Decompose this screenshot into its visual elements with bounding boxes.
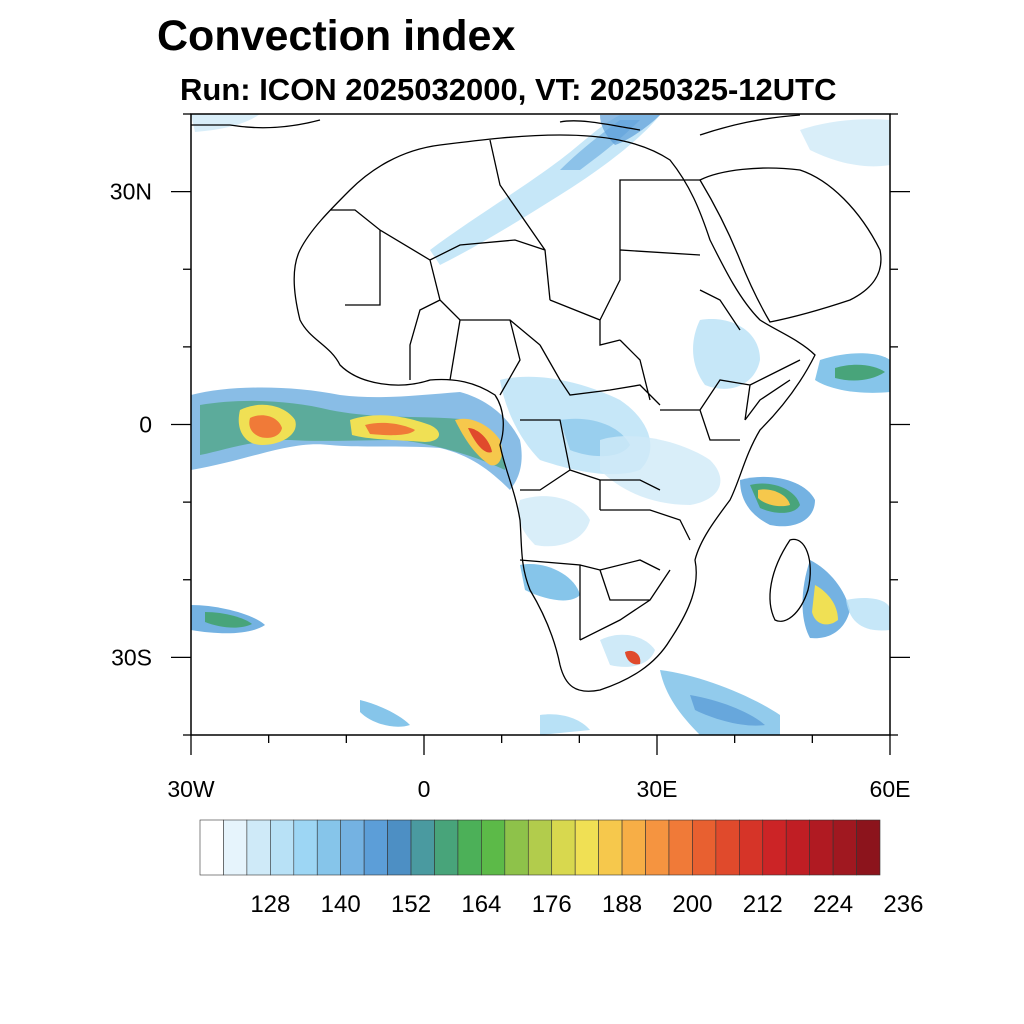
map-ticks bbox=[171, 113, 910, 755]
colorbar-swatch bbox=[645, 819, 670, 876]
page-subtitle: Run: ICON 2025032000, VT: 20250325-12UTC bbox=[180, 72, 837, 107]
madagascar-coastline bbox=[769, 538, 811, 622]
colorbar-label: 140 bbox=[321, 891, 361, 918]
colorbar-swatch bbox=[410, 819, 435, 876]
page-title: Convection index bbox=[157, 12, 516, 60]
colorbar-label: 188 bbox=[602, 891, 642, 918]
colorbar-swatch bbox=[293, 819, 318, 876]
coastlines-and-borders bbox=[191, 114, 882, 692]
colorbar-label: 212 bbox=[743, 891, 783, 918]
colorbar-swatch bbox=[785, 819, 810, 876]
lat-tick-label: 30N bbox=[110, 179, 152, 205]
colorbar-label: 224 bbox=[813, 891, 853, 918]
colorbar-swatch bbox=[715, 819, 740, 876]
lat-tick-label: 0 bbox=[139, 412, 152, 438]
arabia-coastline bbox=[699, 167, 882, 323]
colorbar-swatch bbox=[856, 819, 881, 876]
convection-field bbox=[191, 114, 890, 735]
colorbar-label: 128 bbox=[250, 891, 290, 918]
colorbar-swatch bbox=[223, 819, 248, 876]
colorbar-swatch bbox=[527, 819, 553, 876]
colorbar-label: 152 bbox=[391, 891, 431, 918]
colorbar-swatch bbox=[692, 819, 717, 876]
colorbar-swatch bbox=[504, 819, 529, 876]
colorbar-swatch bbox=[621, 819, 646, 876]
colorbar-swatch bbox=[551, 819, 576, 876]
colorbar-swatch bbox=[574, 819, 599, 876]
lon-tick-label: 60E bbox=[870, 776, 911, 802]
colorbar-swatch bbox=[316, 819, 341, 876]
colorbar-swatch bbox=[668, 819, 693, 876]
colorbar-swatch bbox=[598, 819, 623, 876]
colorbar-swatch bbox=[434, 819, 459, 876]
colorbar bbox=[199, 819, 881, 876]
country-borders bbox=[330, 139, 801, 641]
colorbar-label: 164 bbox=[461, 891, 501, 918]
colorbar-swatch bbox=[832, 819, 857, 876]
lon-tick-label: 30W bbox=[167, 776, 215, 802]
colorbar-swatch bbox=[387, 819, 412, 876]
lon-tick-label: 30E bbox=[637, 776, 678, 802]
colorbar-label: 176 bbox=[532, 891, 572, 918]
colorbar-swatch bbox=[270, 819, 295, 876]
colorbar-swatch bbox=[739, 819, 764, 876]
colorbar-swatch bbox=[340, 819, 365, 876]
colorbar-swatch bbox=[199, 819, 224, 876]
colorbar-swatch bbox=[809, 819, 834, 876]
map-tick-labels: 30W 0 30E 60E 30N 0 30S bbox=[110, 179, 911, 802]
colorbar-label: 200 bbox=[672, 891, 712, 918]
colorbar-labels: 128 140 152 164 176 188 200 212 224 236 bbox=[250, 891, 923, 918]
colorbar-swatch bbox=[481, 819, 506, 876]
lat-tick-label: 30S bbox=[111, 644, 152, 670]
colorbar-swatch bbox=[762, 819, 787, 876]
mediterranean-coastline bbox=[191, 114, 801, 136]
colorbar-swatch bbox=[246, 819, 271, 876]
africa-coastline bbox=[293, 134, 816, 692]
colorbar-swatch bbox=[363, 819, 388, 876]
colorbar-label: 236 bbox=[883, 891, 923, 918]
lon-tick-label: 0 bbox=[418, 776, 431, 802]
colorbar-swatch bbox=[457, 819, 482, 876]
